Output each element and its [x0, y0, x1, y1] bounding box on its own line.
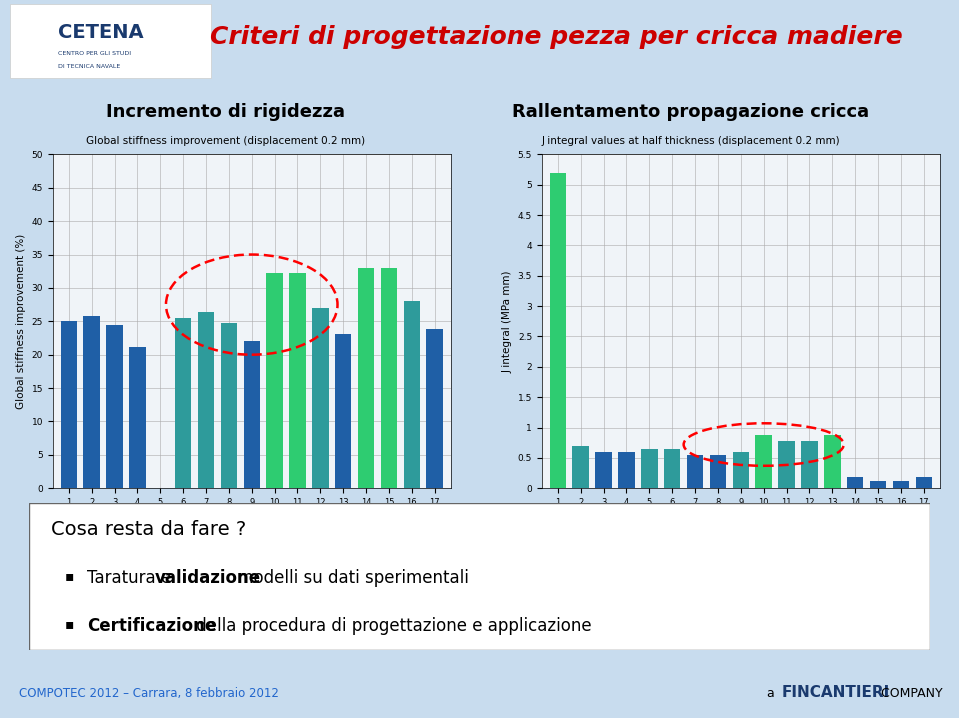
Bar	[290, 274, 306, 488]
Text: Cosa resta da fare ?: Cosa resta da fare ?	[52, 521, 246, 539]
Text: ▪: ▪	[65, 617, 74, 631]
Text: Rallentamento propagazione cricca: Rallentamento propagazione cricca	[512, 103, 869, 121]
Text: COMPANY: COMPANY	[877, 687, 943, 700]
Text: Global stiffness improvement (displacement 0.2 mm): Global stiffness improvement (displaceme…	[85, 136, 365, 146]
X-axis label: Case number: Case number	[701, 513, 781, 526]
Bar	[824, 435, 840, 488]
X-axis label: Case number: Case number	[212, 513, 292, 526]
Bar	[801, 441, 818, 488]
Bar	[404, 302, 420, 488]
Bar	[756, 435, 772, 488]
Bar	[596, 452, 612, 488]
Bar	[312, 308, 329, 488]
Text: Certificazione: Certificazione	[87, 617, 217, 635]
Bar	[847, 477, 863, 488]
Y-axis label: J integral (MPa mm): J integral (MPa mm)	[503, 270, 512, 373]
Bar	[83, 316, 100, 488]
Bar	[358, 268, 374, 488]
Text: COMPOTEC 2012 – Carrara, 8 febbraio 2012: COMPOTEC 2012 – Carrara, 8 febbraio 2012	[19, 687, 279, 700]
Bar	[106, 325, 123, 488]
Bar	[221, 322, 237, 488]
FancyBboxPatch shape	[29, 503, 930, 650]
Bar	[710, 455, 726, 488]
Bar	[175, 318, 192, 488]
Bar	[381, 268, 397, 488]
Text: CETENA: CETENA	[58, 23, 143, 42]
Bar	[244, 341, 260, 488]
FancyBboxPatch shape	[10, 4, 211, 78]
Text: Criteri di progettazione pezza per cricca madiere: Criteri di progettazione pezza per cricc…	[210, 25, 902, 49]
Bar	[60, 321, 77, 488]
Bar	[779, 441, 795, 488]
Bar	[267, 274, 283, 488]
Bar	[642, 449, 658, 488]
Bar	[129, 347, 146, 488]
Text: FINCANTIERI: FINCANTIERI	[782, 685, 890, 700]
Bar	[893, 481, 909, 488]
Bar	[198, 312, 214, 488]
Bar	[664, 449, 681, 488]
Text: a: a	[767, 687, 779, 700]
Bar	[573, 446, 589, 488]
Text: DI TECNICA NAVALE: DI TECNICA NAVALE	[58, 65, 120, 70]
Text: J integral values at half thickness (displacement 0.2 mm): J integral values at half thickness (dis…	[541, 136, 840, 146]
Text: della procedura di progettazione e applicazione: della procedura di progettazione e appli…	[191, 617, 592, 635]
Y-axis label: Global stiffness improvement (%): Global stiffness improvement (%)	[16, 233, 26, 409]
Bar	[870, 481, 886, 488]
Text: modelli su dati sperimentali: modelli su dati sperimentali	[232, 569, 469, 587]
Text: Taratura e: Taratura e	[87, 569, 176, 587]
Bar	[619, 452, 635, 488]
Bar	[335, 334, 351, 488]
Text: CENTRO PER GLI STUDI: CENTRO PER GLI STUDI	[58, 51, 130, 56]
Bar	[550, 172, 566, 488]
Text: validazione: validazione	[155, 569, 261, 587]
Bar	[427, 330, 443, 488]
Bar	[687, 455, 703, 488]
Text: ▪: ▪	[65, 569, 74, 583]
Bar	[916, 477, 932, 488]
Text: Incremento di rigidezza: Incremento di rigidezza	[105, 103, 345, 121]
Bar	[733, 452, 749, 488]
